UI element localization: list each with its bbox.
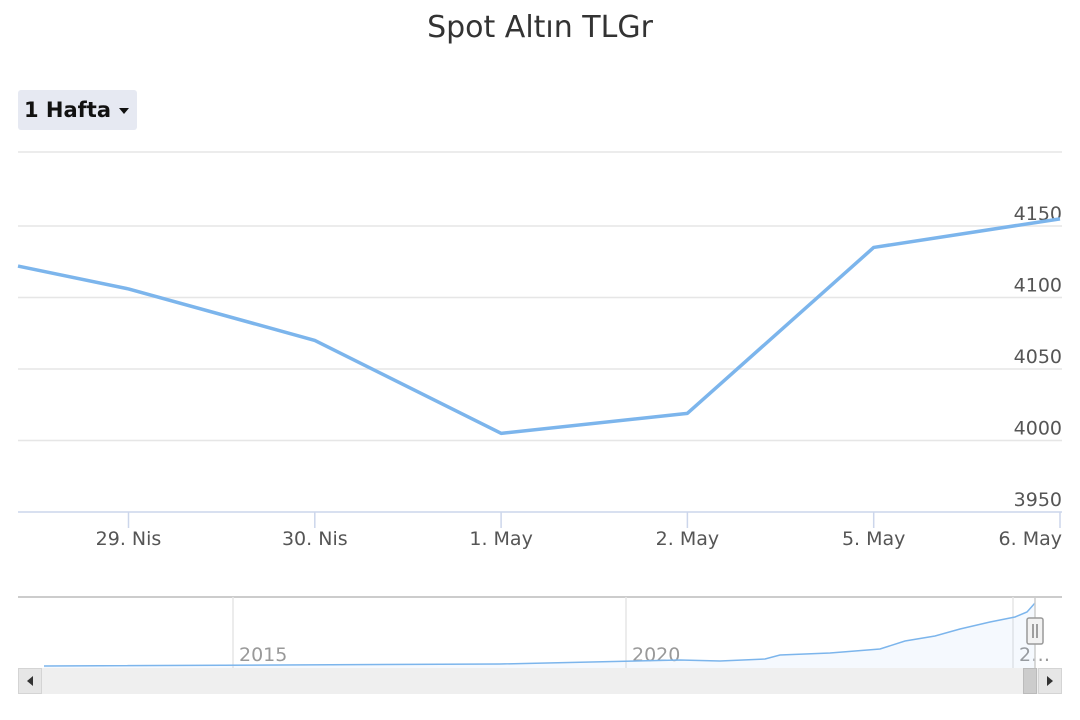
gridlines xyxy=(18,151,1062,442)
series-line xyxy=(17,217,1061,436)
y-tick-label: 4050 xyxy=(1014,346,1062,368)
scroll-left-button[interactable] xyxy=(18,668,42,694)
x-tick-label: 5. May xyxy=(842,528,905,550)
x-tick-label: 30. Nis xyxy=(282,528,348,550)
range-selector-label: 1 Hafta xyxy=(24,98,112,122)
y-tick-label: 4000 xyxy=(1014,418,1062,440)
scroll-right-button[interactable] xyxy=(1038,668,1062,694)
x-tick-label: 29. Nis xyxy=(96,528,162,550)
y-tick-label: 4100 xyxy=(1014,275,1062,297)
arrow-right-icon xyxy=(1047,676,1053,686)
x-tick-label: 2. May xyxy=(656,528,719,550)
navigator-scrollbar[interactable] xyxy=(18,668,1062,694)
scrollbar-thumb[interactable] xyxy=(1023,668,1037,694)
navigator-series xyxy=(43,602,1036,667)
arrow-left-icon xyxy=(27,676,33,686)
navigator-handle[interactable] xyxy=(1026,617,1044,645)
chart-title: Spot Altın TLGr xyxy=(427,10,653,45)
y-tick-label: 3950 xyxy=(1014,489,1062,511)
navigator-tick-label: 2015 xyxy=(239,644,287,666)
x-axis: 29. Nis 30. Nis 1. May 2. May 5. May 6. May xyxy=(18,511,1062,550)
series-group xyxy=(17,217,1061,436)
caret-down-icon xyxy=(119,108,130,114)
navigator[interactable]: 201520202… xyxy=(18,596,1062,668)
x-tick-label: 1. May xyxy=(469,528,532,550)
x-tick-label: 6. May xyxy=(999,528,1062,550)
range-selector-dropdown[interactable]: 1 Hafta xyxy=(18,90,138,130)
navigator-area xyxy=(44,603,1035,668)
